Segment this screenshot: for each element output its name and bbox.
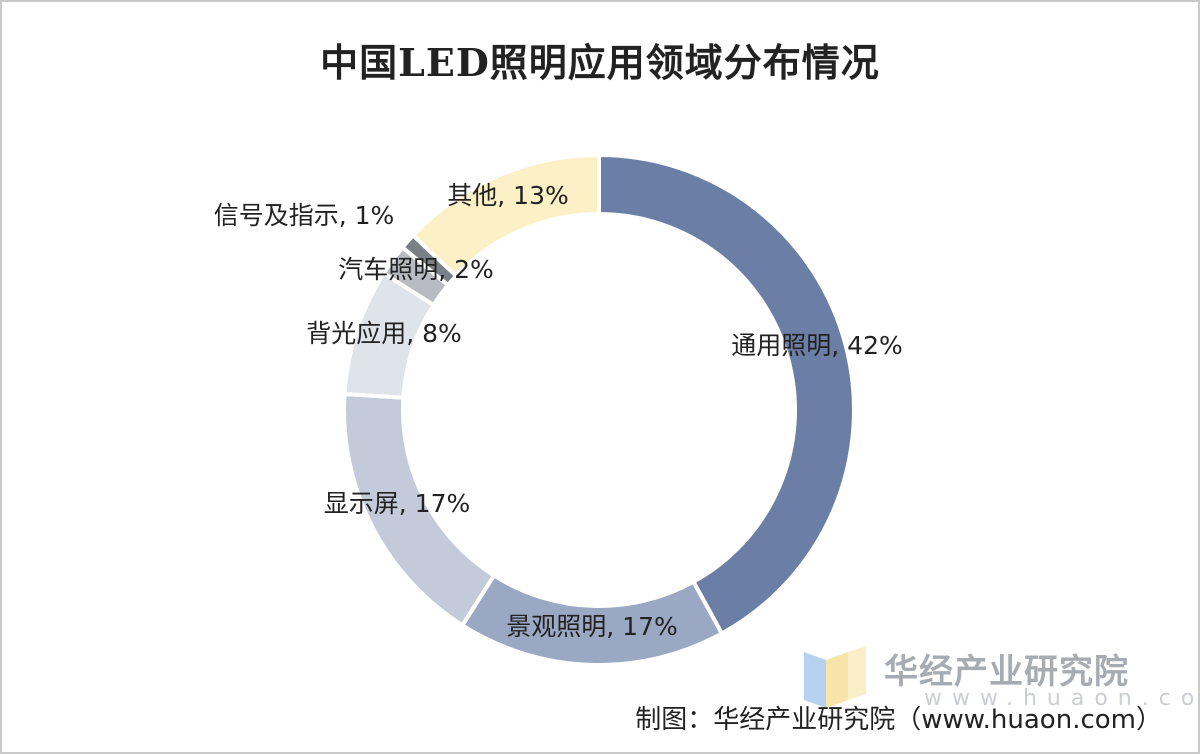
slice-label-1: 景观照明, 17% [506, 612, 677, 641]
watermark: 华经产业研究院 www.huaon.com [804, 642, 1198, 712]
slice-label-2: 显示屏, 17% [324, 489, 470, 518]
watermark-text: 华经产业研究院 [884, 652, 1129, 692]
slice-label-6: 其他, 13% [447, 181, 568, 210]
slice-6 [410, 152, 601, 279]
chart-title: 中国LED照明应用领域分布情况 [320, 40, 880, 85]
source-note: 制图：华经产业研究院（www.huaon.com） [635, 705, 1162, 735]
slice-label-5: 信号及指示, 1% [214, 201, 395, 230]
slice-label-3: 背光应用, 8% [306, 319, 462, 348]
slice-label-4: 汽车照明, 2% [338, 255, 494, 284]
slice-0 [597, 152, 856, 637]
watermark-url: www.huaon.com [924, 686, 1198, 711]
watermark-logo-icon [804, 646, 866, 708]
slice-label-0: 通用照明, 42% [731, 331, 902, 360]
